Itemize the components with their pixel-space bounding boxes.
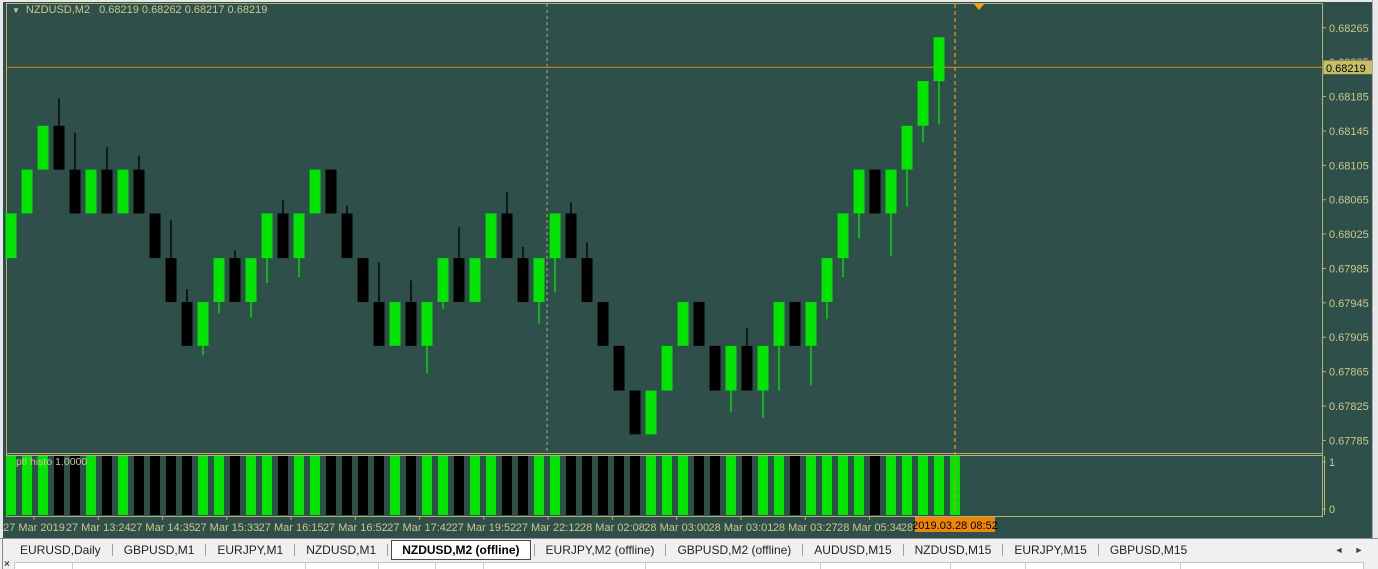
svg-text:28 Mar 02:08: 28 Mar 02:08 xyxy=(580,522,645,534)
chart-tab[interactable]: EURUSD,Daily xyxy=(20,542,101,557)
svg-text:27 Mar 14:35: 27 Mar 14:35 xyxy=(130,522,195,534)
candlestick-series xyxy=(5,37,945,435)
column-divider xyxy=(820,563,821,569)
column-divider xyxy=(645,563,646,569)
tab-separator xyxy=(1002,543,1004,556)
tab-separator xyxy=(533,543,535,556)
svg-text:2019.03.28 08:52: 2019.03.28 08:52 xyxy=(912,520,998,532)
tab-separator xyxy=(802,543,804,556)
column-divider xyxy=(950,563,951,569)
svg-text:28 Mar 05:34: 28 Mar 05:34 xyxy=(837,522,902,534)
svg-text:0.68065: 0.68065 xyxy=(1329,195,1369,207)
svg-text:0.67945: 0.67945 xyxy=(1329,298,1369,310)
svg-text:0.68105: 0.68105 xyxy=(1329,160,1369,172)
arrow-down-marker-icon xyxy=(973,3,985,10)
tab-separator xyxy=(902,543,904,556)
chart-tab[interactable]: NZDUSD,M15 xyxy=(914,542,992,557)
svg-text:0.67985: 0.67985 xyxy=(1329,263,1369,275)
column-divider xyxy=(72,563,73,569)
chart-ohlc-values: 0.68219 0.68262 0.68217 0.68219 xyxy=(99,4,268,16)
time-axis[interactable] xyxy=(6,516,1322,538)
column-divider xyxy=(378,563,379,569)
svg-text:0.68185: 0.68185 xyxy=(1329,92,1369,104)
column-divider xyxy=(1180,563,1181,569)
chart-canvas[interactable]: 0.682650.682250.681850.681450.681050.680… xyxy=(0,0,1378,538)
tab-separator xyxy=(294,543,296,556)
window-border-left xyxy=(0,0,3,538)
docked-panel-edge: × xyxy=(0,559,1378,569)
chart-tab[interactable]: GBPUSD,M15 xyxy=(1109,542,1188,557)
chart-tab[interactable]: NZDUSD,M2 (offline) xyxy=(391,539,531,560)
chart-tab[interactable]: EURJPY,M1 xyxy=(217,542,284,557)
svg-text:28 Mar 03:01: 28 Mar 03:01 xyxy=(709,522,774,534)
docked-panel-header xyxy=(14,562,1364,569)
svg-text:28 Mar 03:27: 28 Mar 03:27 xyxy=(773,522,838,534)
chart-tab[interactable]: AUDUSD,M15 xyxy=(814,542,892,557)
chart-title: ▼ NZDUSD,M2 0.68219 0.68262 0.68217 0.6821… xyxy=(12,4,267,16)
svg-text:0.68025: 0.68025 xyxy=(1329,229,1369,241)
column-divider xyxy=(1025,563,1026,569)
chart-tab[interactable]: GBPUSD,M2 (offline) xyxy=(677,542,792,557)
svg-text:0.67785: 0.67785 xyxy=(1329,435,1369,447)
svg-text:0: 0 xyxy=(1329,504,1335,516)
chart-tab[interactable]: NZDUSD,M1 xyxy=(306,542,377,557)
window-border-top xyxy=(0,0,1378,2)
close-icon[interactable]: × xyxy=(4,559,10,569)
indicator-value: 1.0000 xyxy=(55,456,88,468)
tab-scroll-right-icon[interactable]: ► xyxy=(1354,545,1364,555)
histogram-series xyxy=(6,456,960,515)
svg-text:0.68145: 0.68145 xyxy=(1329,126,1369,138)
svg-text:27 Mar 16:15: 27 Mar 16:15 xyxy=(259,522,324,534)
svg-text:27 Mar 22:12: 27 Mar 22:12 xyxy=(516,522,581,534)
svg-text:0.67825: 0.67825 xyxy=(1329,401,1369,413)
chart-symbol-period: NZDUSD,M2 xyxy=(25,4,91,16)
svg-text:0.67865: 0.67865 xyxy=(1329,367,1369,379)
chart-tab[interactable]: EURJPY,M15 xyxy=(1014,542,1087,557)
svg-text:1: 1 xyxy=(1329,457,1335,469)
svg-text:27 Mar 19:52: 27 Mar 19:52 xyxy=(451,522,516,534)
svg-text:27 Mar 17:42: 27 Mar 17:42 xyxy=(387,522,452,534)
svg-text:27 Mar 15:33: 27 Mar 15:33 xyxy=(194,522,259,534)
chart-tab[interactable]: GBPUSD,M1 xyxy=(123,542,195,557)
tab-separator xyxy=(1097,543,1099,556)
svg-text:28 Mar 03:00: 28 Mar 03:00 xyxy=(644,522,709,534)
tab-separator xyxy=(665,543,667,556)
svg-text:28: 28 xyxy=(901,522,913,534)
tab-scroll-left-icon[interactable]: ◄ xyxy=(1334,545,1344,555)
column-divider xyxy=(305,563,306,569)
tab-separator xyxy=(111,543,113,556)
indicator-name: ptl histo xyxy=(16,456,53,468)
window-border-right xyxy=(1372,0,1378,538)
price-axis[interactable] xyxy=(1322,0,1372,516)
column-divider xyxy=(435,563,436,569)
svg-text:27 Mar 16:52: 27 Mar 16:52 xyxy=(323,522,388,534)
chart-tab-bar: EURUSD,Daily GBPUSD,M1 EURJPY,M1 NZDUSD,M1 N… xyxy=(0,538,1378,560)
svg-text:0.68265: 0.68265 xyxy=(1329,23,1369,35)
indicator-label: ptl histo 1.0000 xyxy=(16,456,87,468)
svg-text:0.68219: 0.68219 xyxy=(1326,63,1366,75)
window-border-bottom-left xyxy=(2,538,3,569)
svg-text:0.67905: 0.67905 xyxy=(1329,332,1369,344)
svg-text:27 Mar 2019: 27 Mar 2019 xyxy=(3,522,65,534)
chart-window: 0.682650.682250.681850.681450.681050.680… xyxy=(0,0,1378,538)
dropdown-triangle-icon: ▼ xyxy=(12,6,20,15)
svg-text:27 Mar 13:24: 27 Mar 13:24 xyxy=(66,522,131,534)
column-divider xyxy=(483,563,484,569)
chart-tab[interactable]: EURJPY,M2 (offline) xyxy=(545,542,655,557)
tab-separator xyxy=(387,543,389,556)
cursor-time-tag xyxy=(915,517,995,532)
tab-separator xyxy=(205,543,207,556)
